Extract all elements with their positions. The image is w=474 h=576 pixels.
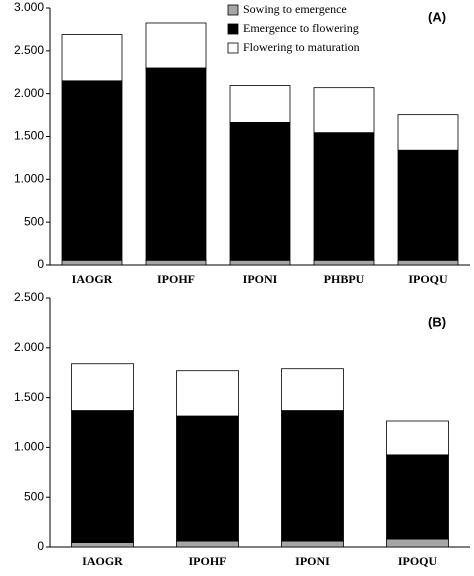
bar-segment: [229, 85, 291, 123]
y-tick-label: 2.000: [14, 340, 44, 354]
x-tick-label: IPOHF: [157, 272, 195, 286]
legend-swatch: [227, 42, 239, 54]
bar-segment: [145, 259, 207, 266]
y-tick-label: 1.000: [14, 440, 44, 454]
bar-segment: [281, 540, 344, 548]
y-tick-label: 1.500: [14, 390, 44, 404]
y-tick-label: 500: [24, 489, 44, 503]
legend-label: Emergence to flowering: [243, 21, 359, 35]
y-tick-label: 3.000: [14, 0, 44, 14]
annotation: (A): [428, 9, 446, 24]
x-tick-label: IPOQU: [398, 554, 438, 568]
bar-segment: [386, 454, 449, 540]
x-tick-label: IPONI: [295, 554, 330, 568]
bar-segment: [176, 370, 239, 417]
bar-segment: [71, 363, 134, 411]
bar-segment: [281, 368, 344, 411]
bar-segment: [313, 259, 375, 266]
x-tick-label: PHBPU: [324, 272, 365, 286]
x-tick-label: IAOGR: [72, 272, 113, 286]
y-tick-label: 2.500: [14, 43, 44, 57]
bar-segment: [71, 542, 134, 548]
bar-segment: [281, 410, 344, 542]
bar-segment: [61, 34, 123, 82]
y-tick-label: 2.500: [14, 290, 44, 304]
y-tick-label: 500: [24, 214, 44, 228]
y-tick-label: 0: [37, 539, 44, 553]
bar-segment: [397, 259, 459, 266]
legend-swatch: [227, 23, 239, 35]
y-tick-label: 1.000: [14, 172, 44, 186]
annotation: (B): [428, 314, 446, 329]
bar-segment: [386, 420, 449, 456]
bar-segment: [176, 540, 239, 548]
bar-segment: [145, 22, 207, 69]
legend-label: Sowing to emergence: [243, 2, 347, 16]
x-tick-label: IPONI: [243, 272, 278, 286]
x-tick-label: IAOGR: [82, 554, 123, 568]
bar-segment: [71, 410, 134, 543]
legend-label: Flowering to maturation: [243, 40, 360, 54]
bar-segment: [61, 259, 123, 266]
bar-segment: [397, 114, 459, 151]
bar-segment: [397, 149, 459, 261]
y-tick-label: 1.500: [14, 129, 44, 143]
x-tick-label: IPOQU: [408, 272, 448, 286]
bar-segment: [229, 121, 291, 261]
bar-segment: [313, 132, 375, 261]
bar-segment: [386, 538, 449, 548]
x-tick-label: IPOHF: [189, 554, 227, 568]
y-tick-label: 2.000: [14, 86, 44, 100]
bar-segment: [176, 415, 239, 542]
bar-segment: [229, 259, 291, 266]
bar-segment: [61, 80, 123, 261]
legend-swatch: [227, 4, 239, 16]
y-tick-label: 0: [37, 257, 44, 271]
bar-segment: [313, 87, 375, 134]
bar-segment: [145, 67, 207, 261]
